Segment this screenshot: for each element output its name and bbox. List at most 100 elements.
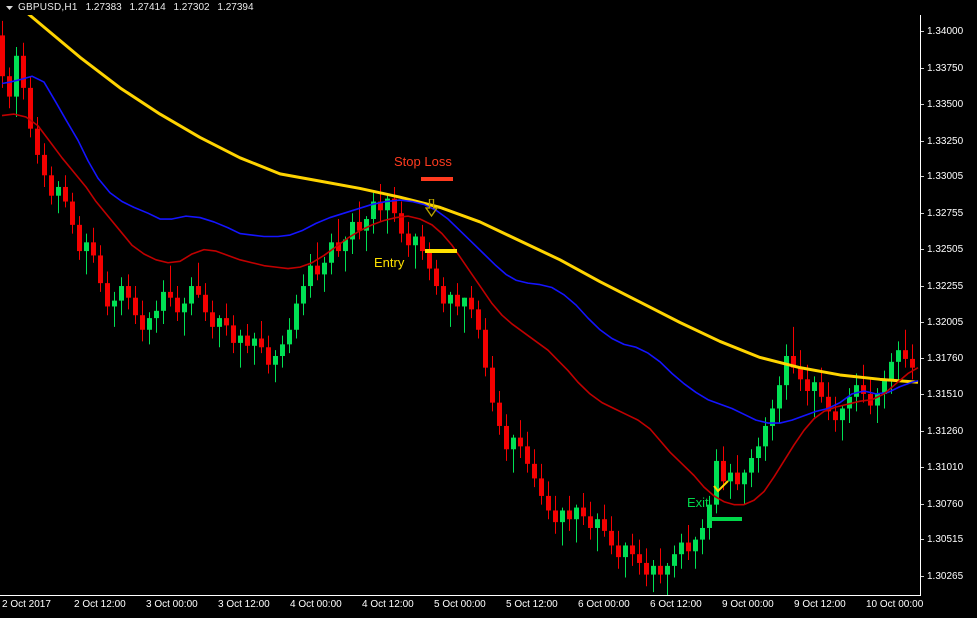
candle-body [371,201,376,220]
candle-body [490,367,495,403]
candle-body [462,297,467,307]
candle-body [224,318,229,326]
ohlc-close: 1.27394 [217,2,254,13]
candle-body [154,310,159,319]
price-tick-mark [921,467,924,469]
candle-body [301,286,306,304]
candle-body [882,379,887,394]
candle-body [217,318,222,327]
price-axis[interactable]: 1.34000 1.33750 1.33500 1.33250 1.33005 1.327… [921,15,977,595]
stop-loss-level-line [421,176,453,181]
candle-body [588,516,593,528]
candle-body [399,213,404,234]
candle-body [805,379,810,391]
chart-plot-area[interactable]: Stop Loss Entry Exit [0,15,921,596]
price-tick-label: 1.33005 [927,171,964,183]
price-tick-label: 1.30265 [927,570,964,582]
candle-body [196,286,201,295]
candle-body [826,396,831,412]
candle-body [819,382,824,397]
price-tick-label: 1.31260 [927,425,964,437]
candle-body [546,495,551,511]
candle-body [665,565,670,575]
time-axis[interactable]: 2 Oct 2017 2 Oct 12:00 3 Oct 00:00 3 Oct 12… [0,596,977,618]
price-tick-label: 1.33250 [927,135,964,147]
candle-body [637,554,642,563]
candle-body [833,411,838,421]
candle-body [889,361,894,380]
exit-level-line [710,517,742,522]
candle-body [476,309,481,330]
candle-body [791,356,796,368]
candle-body [553,510,558,523]
candle-body [812,382,817,391]
candle-body [119,286,124,301]
candle-body [105,283,110,307]
chart-header: GBPUSD,H1 1.27383 1.27414 1.27302 1.2739… [0,0,977,15]
candle-body [77,224,82,252]
candle-body [364,219,369,231]
price-tick-label: 1.32005 [927,317,964,329]
candle-body [644,562,649,575]
candle-body [910,358,915,368]
candle-body [721,460,726,482]
candle-body [294,303,299,330]
time-tick-label: 5 Oct 12:00 [506,599,558,610]
ohlc-low: 1.27302 [173,2,210,13]
price-tick-mark [921,104,924,106]
candle-body [539,478,544,496]
price-tick-mark [921,249,924,251]
price-tick: 1.32005 [921,317,977,329]
candle-body [735,472,740,485]
price-tick: 1.33005 [921,171,977,183]
candle-body [497,402,502,426]
price-tick-mark [921,67,924,69]
candle-body [357,221,362,231]
candle-body [469,297,474,310]
ohlc-values: 1.27383 1.27414 1.27302 1.27394 [86,2,259,13]
candle-body [182,303,187,313]
candle-body [847,396,852,409]
symbol-period-label: GBPUSD,H1 [18,2,78,13]
price-tick-mark [921,539,924,541]
indicator-line-moving-average [27,15,919,384]
price-tick-mark [921,430,924,432]
candle-body [770,408,775,426]
candle-body [392,198,397,214]
candle-body [420,236,425,252]
price-tick-label: 1.33750 [927,62,964,74]
candle-body [70,201,75,225]
arrow-down-icon [424,197,439,222]
price-tick: 1.31760 [921,353,977,365]
candle-body [287,329,292,345]
candle-body [210,312,215,327]
price-tick-label: 1.31510 [927,389,964,401]
candle-body [875,393,880,406]
candle-body [672,554,677,566]
time-tick-label: 5 Oct 00:00 [434,599,486,610]
candle-body [63,186,68,202]
ohlc-open: 1.27383 [85,2,122,13]
price-chart-svg [0,15,919,595]
candle-body [413,236,418,246]
candle-body [658,565,663,575]
price-tick-mark [921,140,924,142]
candle-body [91,242,96,256]
indicator-line-upper-band [1,75,919,424]
price-tick-mark [921,394,924,396]
candle-body [574,507,579,520]
chevron-down-icon[interactable] [5,3,14,12]
price-tick: 1.31510 [921,389,977,401]
price-tick: 1.30265 [921,571,977,583]
price-tick-mark [921,357,924,359]
candle-body [448,294,453,304]
candle-body [378,201,383,211]
candle-body [112,300,117,307]
price-tick: 1.33750 [921,63,977,75]
candle-body [42,154,47,176]
candle-body [679,542,684,555]
candle-body [49,175,54,196]
price-tick-mark [921,212,924,214]
price-tick: 1.33250 [921,136,977,148]
candle-body [693,539,698,552]
